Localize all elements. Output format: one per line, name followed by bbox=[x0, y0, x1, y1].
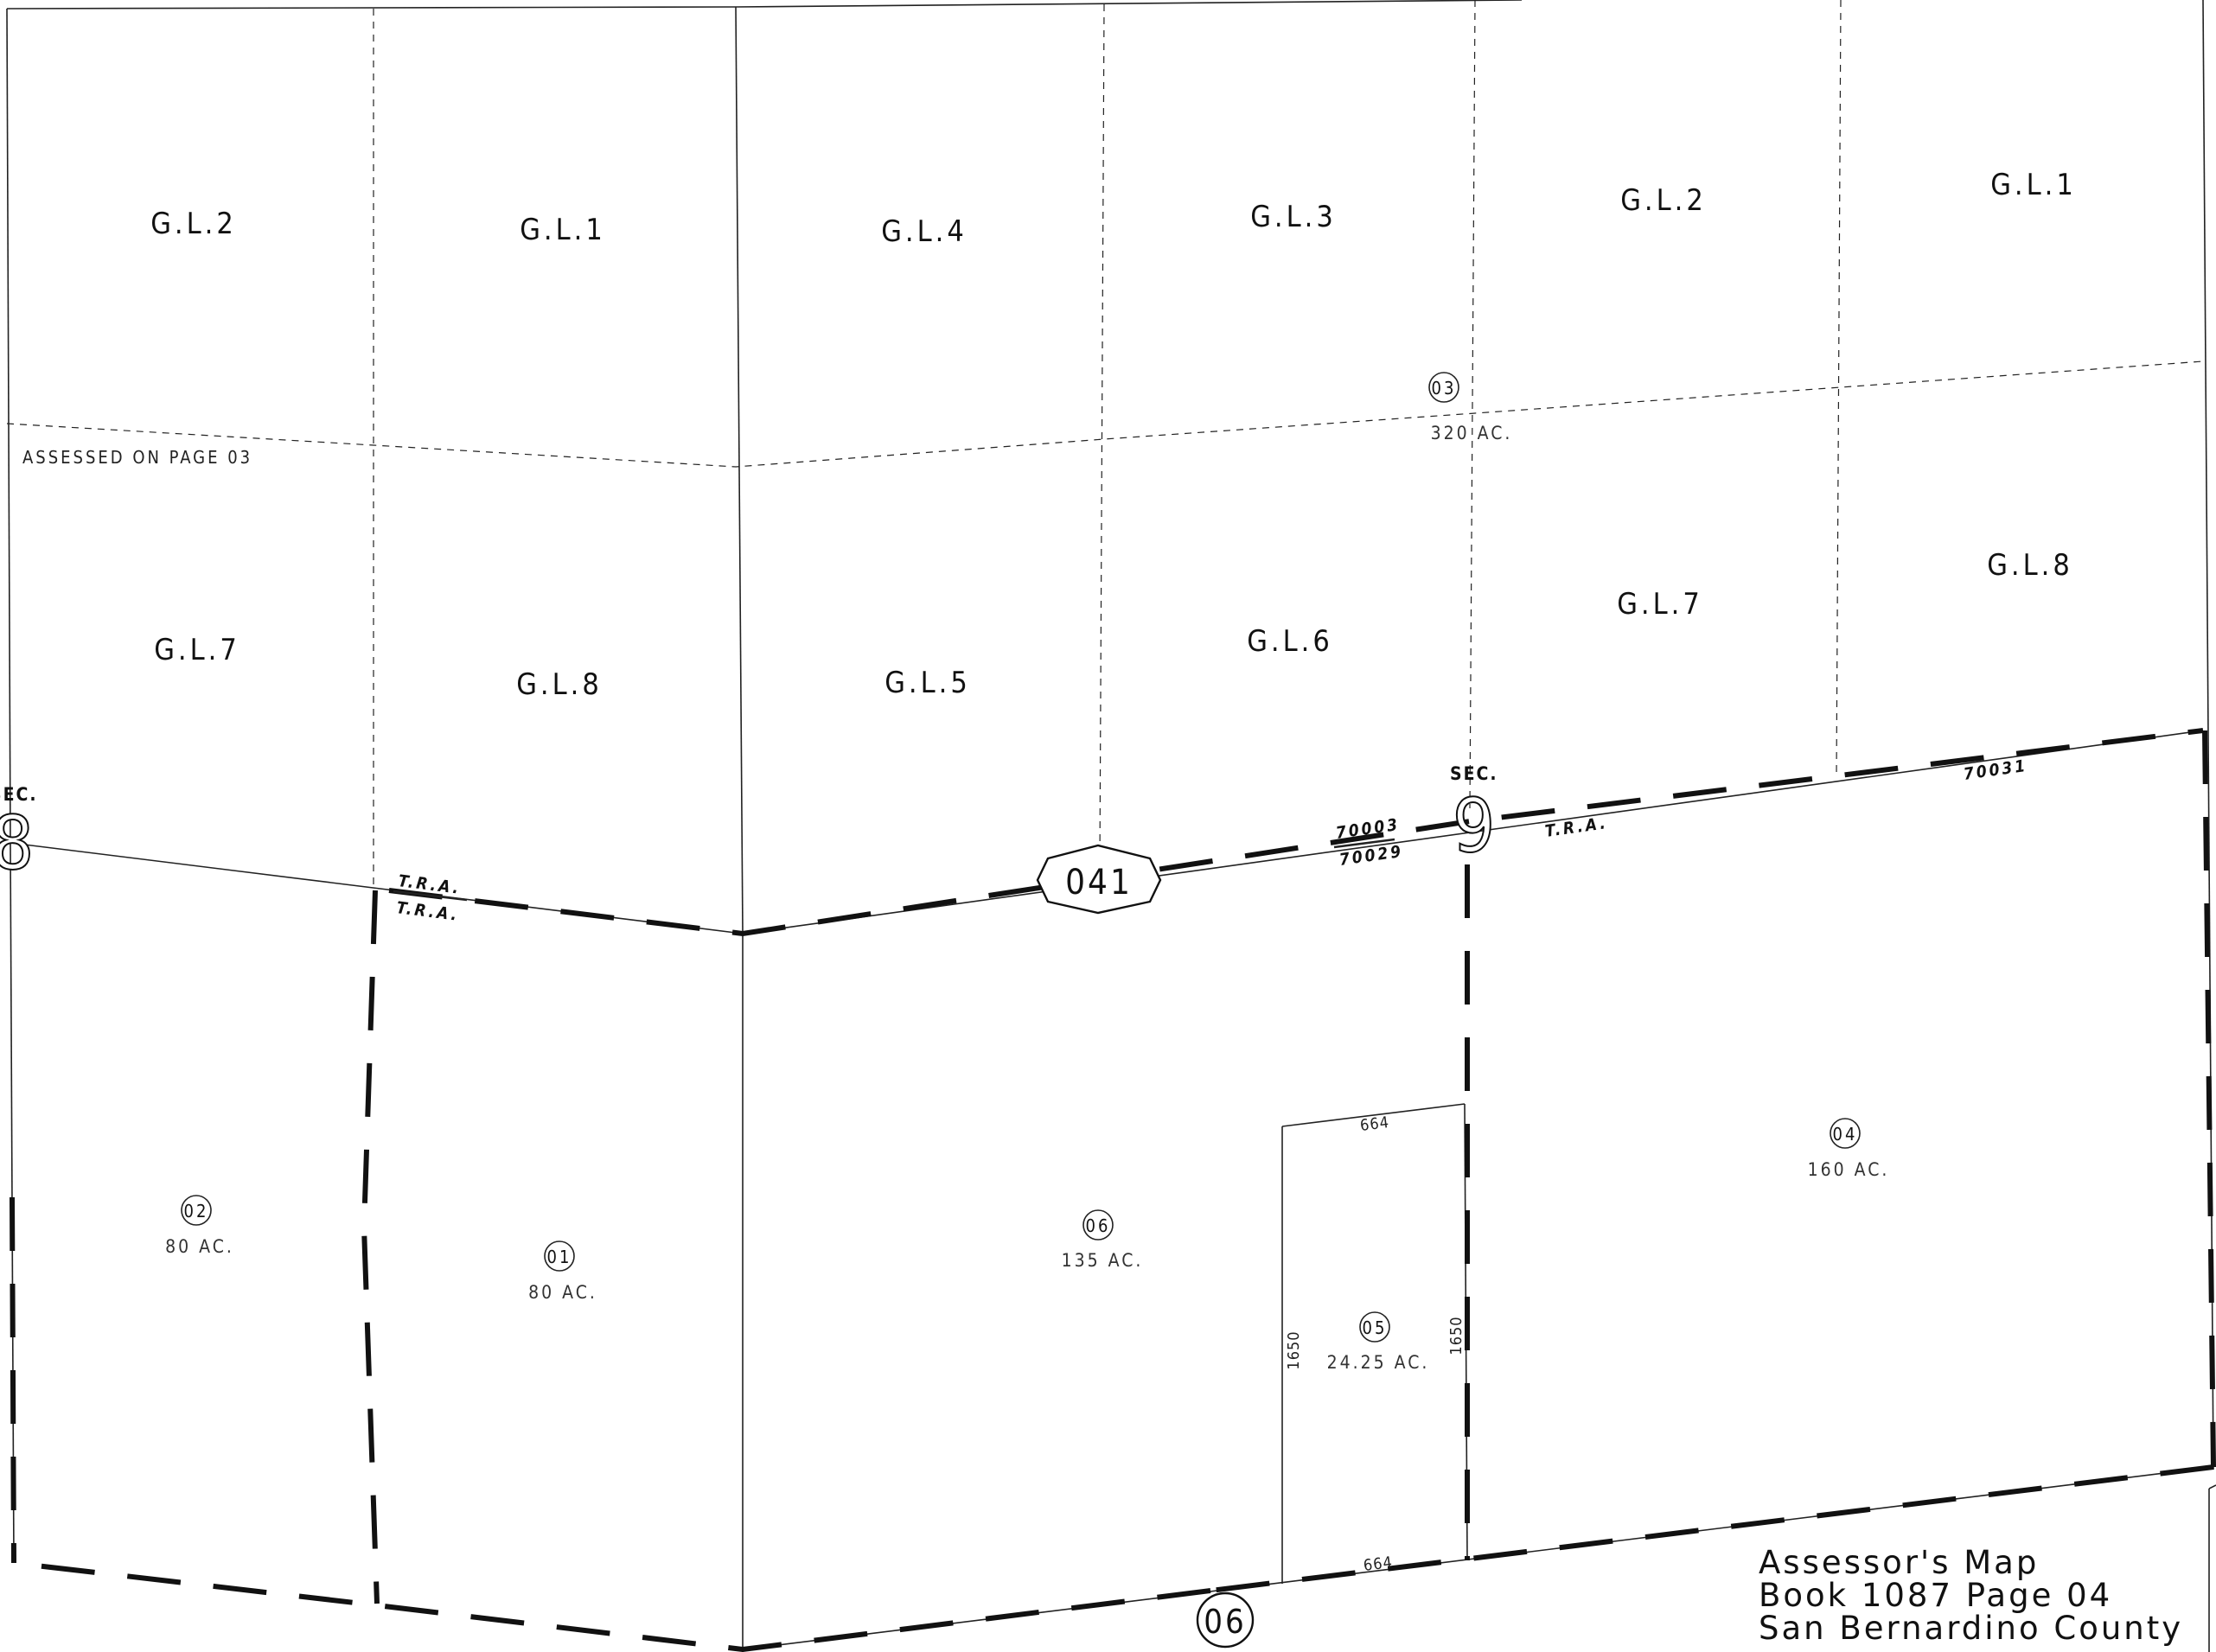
tra-boundary-east bbox=[2202, 730, 2216, 1468]
section-number: 8 bbox=[0, 800, 34, 887]
page-number-hexagon bbox=[1036, 844, 1162, 915]
dimension-label: 664 bbox=[1359, 1113, 1390, 1135]
parcel-number: 05 bbox=[1363, 1317, 1388, 1338]
tra-boundary-sec8-west bbox=[10, 1196, 16, 1564]
parcel-number: 02 bbox=[184, 1201, 209, 1221]
section-label: SEC. bbox=[0, 784, 38, 805]
lot-line-v4 bbox=[1836, 0, 1842, 779]
tra-code-divider bbox=[1333, 838, 1395, 849]
gov-lot-label: G.L.7 bbox=[1617, 587, 1703, 622]
section-line-8-9 bbox=[735, 6, 744, 934]
lot-line-v2 bbox=[1099, 3, 1105, 865]
north-boundary-east bbox=[735, 0, 1523, 8]
dimension-label: 1650 bbox=[1447, 1316, 1466, 1355]
tra-boundary-north bbox=[388, 728, 2204, 937]
gov-lot-label: G.L.2 bbox=[1620, 183, 1707, 218]
tra-label-divider bbox=[393, 890, 468, 902]
tra-label: T.R.A. bbox=[1544, 813, 1609, 841]
section-number: 9 bbox=[1453, 783, 1495, 870]
parcel-number-circle bbox=[544, 1241, 575, 1272]
page-number-marker: 041 bbox=[1036, 844, 1162, 915]
parcel-number-circle bbox=[1359, 1311, 1390, 1343]
tra-boundary-south-west bbox=[13, 1560, 1211, 1652]
parcel-number: 06 bbox=[1086, 1215, 1111, 1236]
tra-boundary-lot-line bbox=[361, 890, 380, 1604]
gov-lot-label: G.L.2 bbox=[150, 207, 237, 241]
parcel-number: 03 bbox=[1432, 378, 1457, 399]
parcel-05-north-line bbox=[1281, 1103, 1466, 1127]
gov-lot-label: G.L.1 bbox=[520, 213, 606, 247]
parcel-06: 06 135 AC. bbox=[1062, 1209, 1144, 1271]
sec9-south-line-upper bbox=[742, 730, 2204, 934]
lot-lines bbox=[6, 0, 2204, 890]
section-8-marker: SEC. 8 bbox=[0, 784, 38, 888]
parcel-number: 01 bbox=[547, 1247, 572, 1267]
adjacent-page-marker: 06 bbox=[1196, 1591, 1255, 1649]
parcel-05: 05 24.25 AC. bbox=[1327, 1311, 1430, 1373]
adjacent-page-number: 06 bbox=[1204, 1603, 1247, 1641]
sec8-south-line-upper bbox=[10, 842, 744, 934]
gov-lot-label: G.L.3 bbox=[1250, 200, 1337, 234]
parcel-area: 320 AC. bbox=[1431, 423, 1513, 443]
government-lots: G.L.2 G.L.1 G.L.4 G.L.3 G.L.2 G.L.1 G.L.… bbox=[150, 168, 2077, 702]
sheet-edge-tick bbox=[2208, 1484, 2216, 1489]
map-title-line-1: Assessor's Map bbox=[1759, 1544, 2039, 1581]
dimensions: 664 664 1650 1650 bbox=[1285, 1113, 1466, 1575]
tra-annotations: T.R.A. T.R.A. T.R.A. 70003 70029 70031 bbox=[393, 756, 2028, 925]
parcel-03: 03 320 AC. bbox=[1428, 372, 1513, 443]
parcel-number-circle bbox=[1428, 372, 1459, 403]
section-9-marker: SEC. 9 bbox=[1450, 763, 1498, 871]
page-number: 041 bbox=[1065, 863, 1133, 903]
adjacent-page-circle bbox=[1196, 1591, 1255, 1649]
parcel-number-circle bbox=[1082, 1209, 1114, 1241]
sec8-west-line-upper bbox=[6, 8, 11, 844]
solid-boundaries bbox=[6, 0, 2216, 1652]
parcel-area: 160 AC. bbox=[1808, 1159, 1890, 1180]
gov-lot-label: G.L.6 bbox=[1247, 624, 1333, 659]
lot-line-h-mid bbox=[6, 360, 2204, 468]
parcel-02: 02 80 AC. bbox=[165, 1195, 234, 1257]
parcel-area: 24.25 AC. bbox=[1327, 1352, 1430, 1373]
gov-lot-label: G.L.4 bbox=[881, 214, 968, 249]
map-title-block: Assessor's Map Book 1087 Page 04 San Ber… bbox=[1759, 1544, 2183, 1647]
parcel-number: 04 bbox=[1833, 1124, 1858, 1145]
gov-lot-label: G.L.8 bbox=[1987, 548, 2073, 583]
dimension-label: 1650 bbox=[1285, 1330, 1303, 1369]
assessed-note: ASSESSED ON PAGE 03 bbox=[22, 447, 252, 468]
section-label: SEC. bbox=[1450, 763, 1498, 784]
gov-lot-label: G.L.1 bbox=[1990, 168, 2077, 202]
east-section-line bbox=[2202, 0, 2214, 1470]
map-title-line-2: Book 1087 Page 04 bbox=[1759, 1577, 2112, 1614]
parcel-area: 135 AC. bbox=[1062, 1250, 1144, 1271]
parcel-area: 80 AC. bbox=[528, 1282, 597, 1303]
tra-label: T.R.A. bbox=[395, 898, 460, 925]
parcel-number-circle bbox=[1830, 1118, 1861, 1149]
parcel-01: 01 80 AC. bbox=[528, 1241, 597, 1303]
lot-line-v3 bbox=[1469, 0, 1476, 809]
map-title-line-3: San Bernardino County bbox=[1759, 1610, 2183, 1647]
gov-lot-label: G.L.5 bbox=[884, 666, 971, 700]
parcel-04: 04 160 AC. bbox=[1808, 1118, 1890, 1180]
parcel-number-circle bbox=[181, 1195, 212, 1226]
parcel-area: 80 AC. bbox=[165, 1236, 234, 1257]
north-boundary-west bbox=[6, 6, 737, 10]
gov-lot-label: G.L.7 bbox=[154, 633, 240, 667]
gov-lot-label: G.L.8 bbox=[516, 667, 603, 702]
dimension-label: 664 bbox=[1363, 1553, 1394, 1575]
